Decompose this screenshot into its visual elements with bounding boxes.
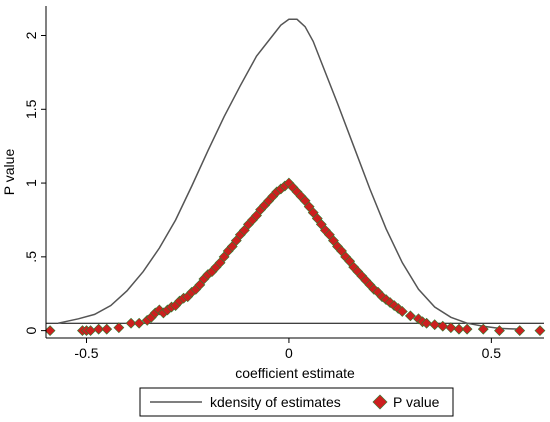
x-tick-label: 0.5 — [482, 345, 502, 361]
legend-label-kdensity: kdensity of estimates — [210, 394, 341, 410]
p-value-point — [101, 323, 113, 335]
x-axis: -0.5 0 0.5 — [74, 338, 501, 361]
p-value-point — [453, 323, 465, 335]
kdensity-line — [57, 18, 520, 330]
p-value-point — [534, 325, 546, 337]
p-value-point — [429, 319, 441, 331]
p-value-point — [404, 310, 416, 322]
p-value-point — [396, 306, 408, 317]
p-value-point — [125, 317, 137, 329]
x-axis-title: coefficient estimate — [235, 365, 355, 381]
p-value-point — [113, 322, 125, 334]
p-value-point — [477, 323, 489, 335]
p-value-point — [437, 320, 449, 332]
legend-marker-swatch — [372, 394, 388, 410]
x-tick-label: 0 — [285, 345, 293, 361]
y-tick-label: 1.5 — [23, 99, 39, 119]
y-tick-label: 0 — [23, 327, 39, 335]
p-value-point — [44, 325, 56, 337]
p-value-point — [514, 325, 526, 337]
legend: kdensity of estimates P value — [139, 387, 454, 417]
x-tick-label: -0.5 — [74, 345, 98, 361]
p-value-point — [133, 317, 145, 329]
p-value-point — [494, 325, 505, 337]
plot-area — [44, 18, 546, 337]
p-value-point — [461, 323, 473, 335]
legend-label-p-value: P value — [393, 394, 440, 410]
p-value-point — [421, 317, 433, 329]
y-tick-label: 2 — [23, 31, 39, 39]
p-value-point — [445, 322, 457, 334]
y-tick-label: 1 — [23, 179, 39, 187]
y-tick-label: .5 — [23, 251, 39, 263]
y-axis-title: P value — [1, 149, 17, 196]
y-axis: 0 .5 1 1.5 2 — [23, 31, 46, 335]
p-value-point — [93, 323, 105, 335]
